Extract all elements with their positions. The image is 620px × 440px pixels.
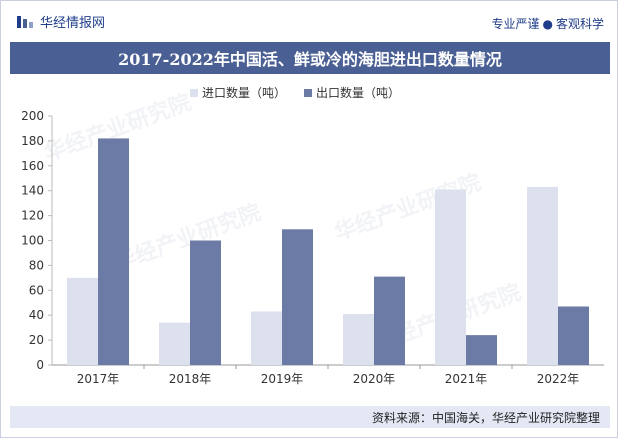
x-tick-label: 2017年 [77,372,120,386]
bar-export [374,276,405,365]
bar-import [67,277,98,365]
top-bar: 华经情报网 专业严谨 ● 客观科学 [10,12,610,34]
y-tick-label: 40 [29,308,44,322]
x-tick-label: 2022年 [537,372,580,386]
y-tick-label: 200 [21,109,44,123]
slogan: 专业严谨 ● 客观科学 [491,15,604,32]
bar-export [190,240,221,365]
bar-export [98,138,129,365]
bar-import [343,313,374,365]
bar-import [251,311,282,365]
slogan-right: 客观科学 [555,17,604,31]
y-tick-label: 100 [21,234,44,248]
y-tick-label: 160 [21,159,44,173]
brand: 华经情报网 [16,12,105,31]
y-tick-label: 80 [29,258,44,272]
y-tick-label: 140 [21,184,44,198]
slogan-left: 专业严谨 [491,17,540,31]
bar-import [435,189,466,365]
legend-swatch-export [304,88,313,97]
bar-import [159,322,190,365]
y-tick-label: 60 [29,283,44,297]
footer-bar: 资料来源：中国海关，华经产业研究院整理 [10,406,610,428]
y-tick-label: 180 [21,134,44,148]
x-tick-label: 2018年 [169,372,212,386]
legend-label-import: 进口数量（吨） [202,86,287,100]
logo-icon [17,15,33,28]
y-tick-label: 20 [29,333,44,347]
legend-swatch-import [190,88,198,97]
bar-export [466,335,497,365]
legend-item-import: 进口数量（吨） [190,84,286,101]
x-tick-label: 2020年 [353,372,396,386]
legend-label-export: 出口数量（吨） [316,86,401,100]
chart-title: 2017-2022年中国活、鲜或冷的海胆进出口数量情况 [118,50,502,69]
brand-name: 华经情报网 [40,16,106,31]
bar-export [558,306,589,365]
chart-legend: 进口数量（吨） 出口数量（吨） [190,84,418,101]
x-tick-label: 2019年 [261,372,304,386]
legend-item-export: 出口数量（吨） [304,84,400,101]
title-bar: 2017-2022年中国活、鲜或冷的海胆进出口数量情况 [10,42,610,74]
y-tick-label: 120 [21,209,44,223]
bar-import [527,186,558,365]
x-tick-label: 2021年 [445,372,488,386]
y-tick-label: 0 [36,358,44,372]
bar-export [282,229,313,365]
slogan-dot-icon: ● [542,17,553,31]
source-note: 资料来源：中国海关，华经产业研究院整理 [371,411,600,425]
